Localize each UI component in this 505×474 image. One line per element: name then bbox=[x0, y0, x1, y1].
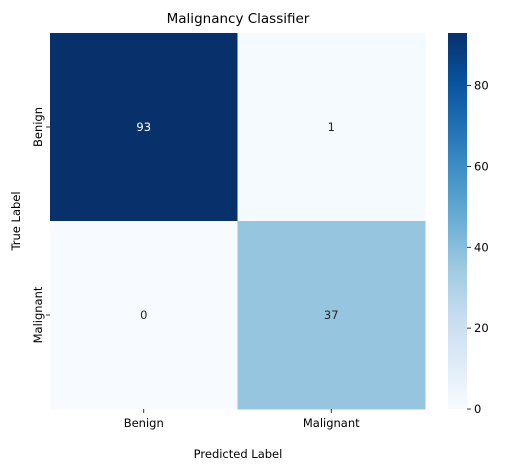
colorbar-gradient bbox=[448, 33, 467, 409]
x-axis: Benign Malignant bbox=[124, 409, 360, 430]
colorbar-tick-label: 0 bbox=[474, 402, 481, 416]
colorbar-tick-label: 40 bbox=[474, 240, 489, 254]
x-axis-label: Predicted Label bbox=[194, 447, 283, 461]
cell-value-label: 0 bbox=[140, 308, 147, 322]
colorbar-tick-label: 60 bbox=[474, 159, 489, 173]
cell-value-label: 37 bbox=[324, 308, 339, 322]
x-tick-label: Malignant bbox=[303, 416, 360, 430]
colorbar: 0 20 40 60 80 bbox=[448, 33, 489, 416]
cell-value-label: 93 bbox=[136, 120, 151, 134]
heatmap-cell bbox=[50, 221, 238, 410]
chart-title: Malignancy Classifier bbox=[167, 11, 310, 27]
heatmap-cells bbox=[50, 33, 426, 410]
y-tick-label: Malignant bbox=[31, 286, 45, 343]
heatmap-cell bbox=[50, 33, 238, 222]
y-tick-label: Benign bbox=[31, 107, 45, 147]
cell-value-label: 1 bbox=[328, 120, 335, 134]
colorbar-tick-label: 80 bbox=[474, 79, 489, 93]
y-axis-label: True Label bbox=[9, 191, 23, 251]
y-axis: Benign Malignant bbox=[31, 107, 50, 343]
colorbar-tick-label: 20 bbox=[474, 321, 489, 335]
x-tick-label: Benign bbox=[124, 416, 164, 430]
heatmap-cell bbox=[237, 33, 426, 222]
heatmap-cell bbox=[237, 221, 426, 410]
cell-annotations: 93 1 0 37 bbox=[136, 120, 338, 322]
